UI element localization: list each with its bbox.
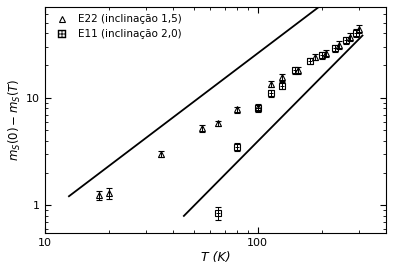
X-axis label: T (K): T (K) xyxy=(200,251,230,264)
Legend: E22 (inclinação 1,5), E11 (inclinação 2,0): E22 (inclinação 1,5), E11 (inclinação 2,… xyxy=(50,12,184,41)
Y-axis label: $m_S(0)-m_S(T)$: $m_S(0)-m_S(T)$ xyxy=(7,79,23,162)
